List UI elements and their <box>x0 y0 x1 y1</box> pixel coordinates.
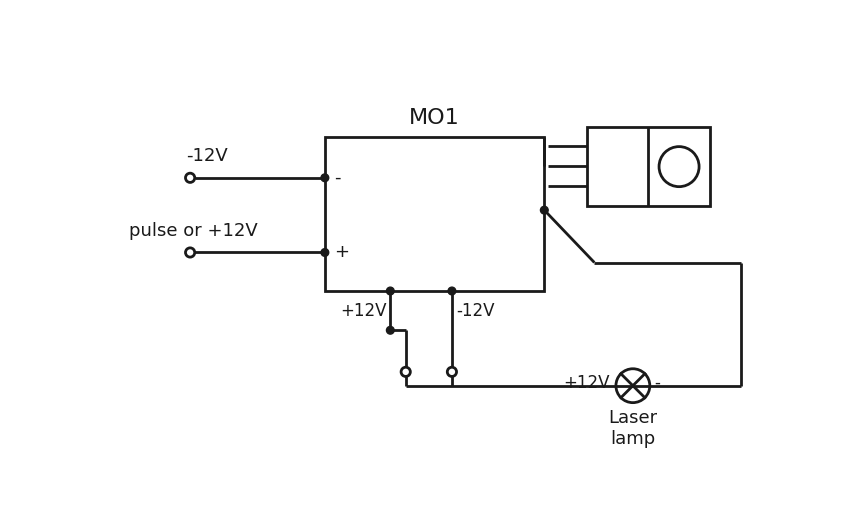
Circle shape <box>321 174 329 181</box>
Text: -12V: -12V <box>456 302 494 320</box>
Text: +12V: +12V <box>563 373 610 392</box>
Text: Laser
lamp: Laser lamp <box>608 409 657 447</box>
Circle shape <box>447 367 457 377</box>
Text: +12V: +12V <box>340 302 387 320</box>
Circle shape <box>321 248 329 256</box>
Text: +: + <box>334 244 349 262</box>
Circle shape <box>401 367 411 377</box>
Circle shape <box>541 206 548 214</box>
Text: -: - <box>334 169 340 187</box>
Circle shape <box>185 173 195 182</box>
Text: -: - <box>655 373 660 392</box>
Circle shape <box>387 327 394 334</box>
Text: pulse or +12V: pulse or +12V <box>129 222 257 240</box>
Text: -12V: -12V <box>186 147 228 165</box>
Circle shape <box>185 248 195 257</box>
Text: MO1: MO1 <box>409 108 460 128</box>
Circle shape <box>448 287 456 295</box>
Circle shape <box>387 287 394 295</box>
